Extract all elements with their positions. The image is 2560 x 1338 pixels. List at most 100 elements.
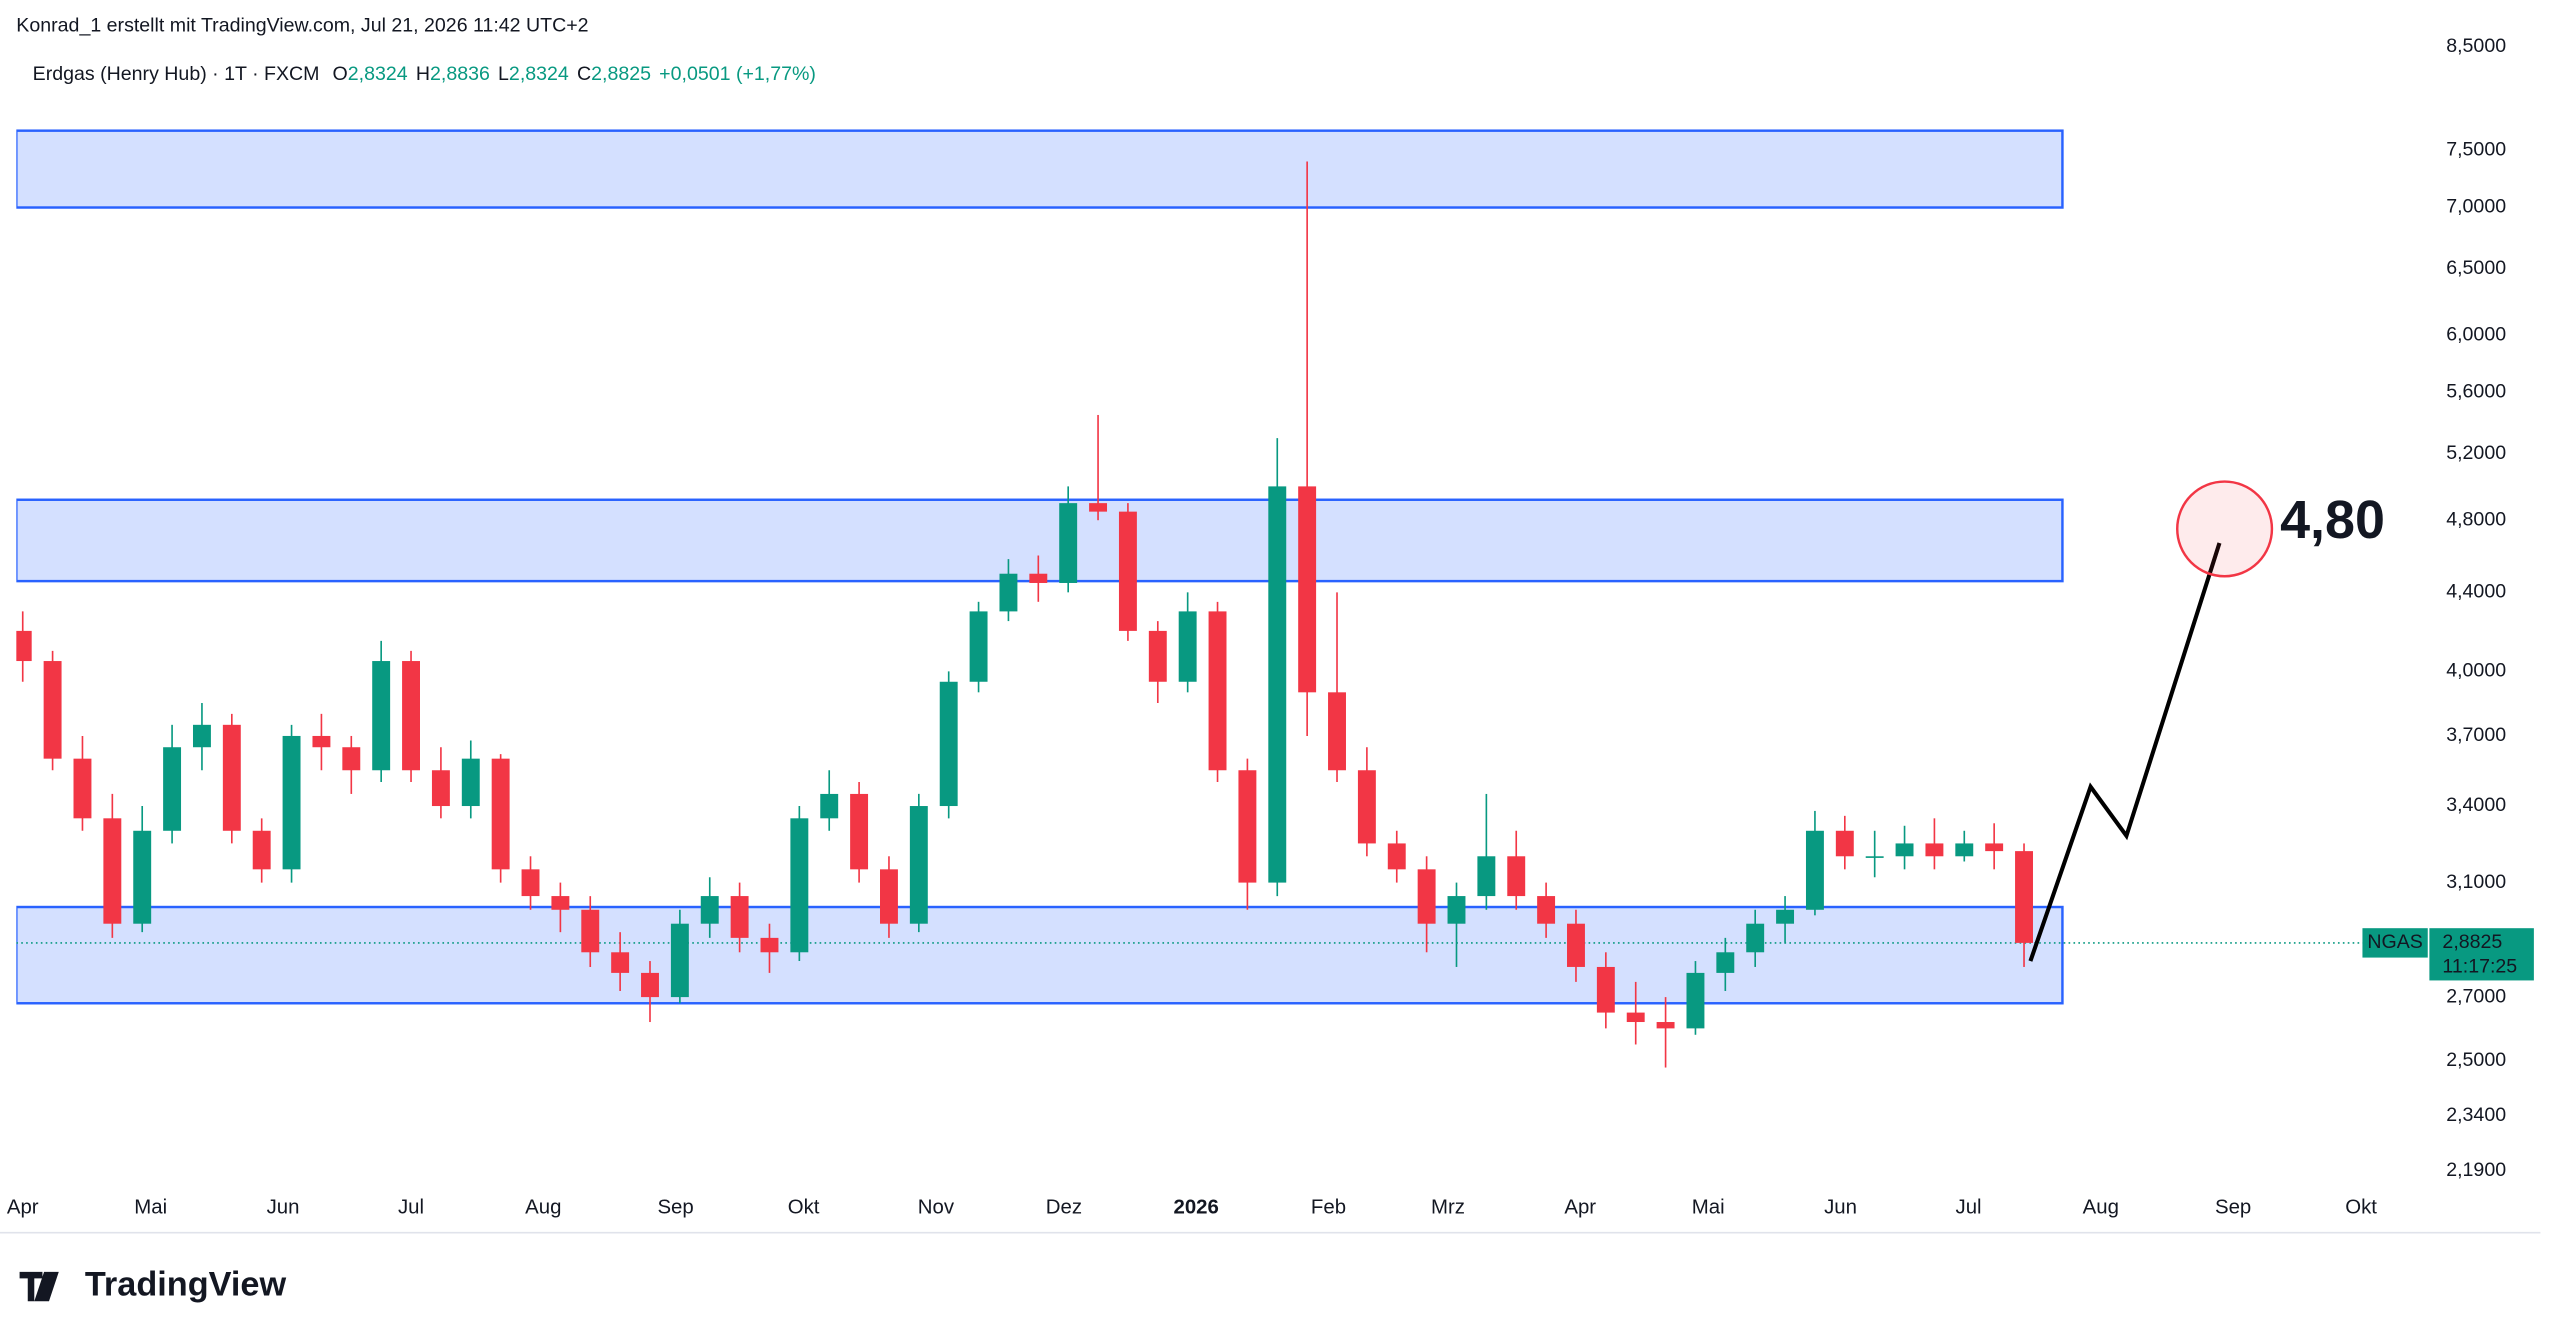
price-pane [16, 129, 2420, 1068]
candle-body [641, 972, 659, 998]
candle-body [282, 735, 301, 870]
x-tick-label: Jun [267, 1197, 300, 1219]
y-tick-label: 2,3400 [2446, 1104, 2506, 1126]
candle-body [909, 806, 928, 924]
candle-body [431, 770, 450, 807]
candle-body [790, 818, 809, 953]
x-tick-label: Apr [7, 1197, 39, 1219]
candle-body [1686, 972, 1705, 1029]
candle-body [252, 830, 271, 870]
candle-body [1447, 896, 1466, 924]
candle-body [372, 661, 391, 771]
ohlc-value: 2,8324 [348, 63, 408, 85]
candle-body [1208, 611, 1227, 771]
candle-body [760, 937, 779, 953]
candle-body [1357, 770, 1376, 844]
candle-body [222, 724, 241, 831]
candle-body [969, 611, 988, 682]
candle-body [1178, 611, 1197, 682]
x-tick-label: Okt [788, 1197, 820, 1219]
candle-body [1328, 692, 1346, 771]
candle-body [73, 758, 92, 819]
y-tick-label: 3,7000 [2446, 724, 2506, 746]
candle-body [1477, 856, 1496, 897]
projection-line [2028, 542, 2222, 962]
x-tick-label: Okt [2345, 1197, 2377, 1219]
y-tick-label: 7,5000 [2446, 139, 2506, 161]
ticker-tag [2362, 928, 2428, 958]
price-tag [2429, 928, 2534, 981]
candle-body [1805, 830, 1824, 910]
candle-body [1626, 1012, 1645, 1023]
y-tick-label: 5,6000 [2446, 381, 2506, 403]
ohlc: O2,8324 H2,8836 L2,8324 C2,8825 [333, 63, 652, 85]
candle-body [1596, 966, 1615, 1013]
candle-body [312, 735, 331, 748]
candle-body [1746, 923, 1765, 953]
y-tick-label: 4,4000 [2446, 581, 2506, 603]
y-tick-label: 6,0000 [2446, 323, 2506, 345]
candle-body [1059, 503, 1078, 583]
x-tick-label: Jul [1956, 1197, 1982, 1219]
y-tick-label: 2,5000 [2446, 1049, 2506, 1071]
candle-body [133, 830, 152, 924]
candle-body [103, 818, 122, 924]
y-tick-label: 6,5000 [2446, 257, 2506, 279]
candle-body [16, 630, 32, 662]
candle-body [461, 758, 480, 807]
candle-body [1776, 909, 1795, 924]
x-tick-label: Mai [1692, 1197, 1725, 1219]
ohlc-key: O [333, 63, 348, 85]
candle-body [1925, 843, 1944, 857]
candle-body [402, 661, 420, 771]
candle-body [1656, 1022, 1675, 1029]
ohlc-key: H [416, 63, 430, 85]
x-tick-label: Mai [134, 1197, 167, 1219]
candle-body [43, 661, 62, 759]
logo: TradingView [19, 1266, 287, 1304]
y-tick-label: 8,5000 [2446, 35, 2506, 57]
ohlc-value: 2,8825 [591, 63, 651, 85]
x-tick-label: Aug [525, 1197, 561, 1219]
candle-body [670, 923, 689, 998]
candle-body [1865, 856, 1884, 858]
candle-body [820, 793, 839, 819]
zone [16, 129, 2064, 209]
brand: TradingView [85, 1266, 287, 1304]
ohlc-key: L [498, 63, 509, 85]
candle-body [1507, 856, 1526, 897]
x-tick-label: Jun [1824, 1197, 1857, 1219]
y-tick-label: 4,8000 [2446, 508, 2506, 530]
logo-icon [19, 1271, 59, 1302]
x-tick-label: 2026 [1174, 1197, 1219, 1219]
candle-body [1985, 843, 2004, 852]
price-label: 2,8825 [2442, 931, 2502, 953]
ticker: NGAS [2367, 931, 2422, 953]
candle-body [192, 724, 211, 748]
y-tick-label: 7,0000 [2446, 196, 2506, 218]
y-tick-label: 2,7000 [2446, 985, 2506, 1007]
x-tick-label: Sep [2215, 1197, 2251, 1219]
x-tick-label: Sep [657, 1197, 693, 1219]
candle-body [1298, 486, 1317, 693]
ohlc-value: 2,8324 [509, 63, 569, 85]
x-tick-label: Apr [1564, 1197, 1596, 1219]
zone [16, 498, 2064, 583]
candle-body [1716, 952, 1735, 973]
candle-body [342, 747, 361, 771]
symbol: Erdgas (Henry Hub) · 1T · FXCM [33, 63, 320, 85]
candle-body [521, 869, 540, 897]
candle-body [581, 909, 600, 953]
candle-body [163, 747, 182, 831]
x-tick-label: Dez [1046, 1197, 1082, 1219]
candle-body [1955, 843, 1974, 857]
candle-body [2015, 851, 2033, 943]
candle-body [1387, 843, 1406, 870]
ohlc-value: 2,8836 [430, 63, 490, 85]
candle-body [1268, 486, 1287, 883]
candle-body [1417, 869, 1436, 924]
candle-body [1835, 830, 1854, 857]
y-tick-label: 2,1900 [2446, 1159, 2506, 1181]
